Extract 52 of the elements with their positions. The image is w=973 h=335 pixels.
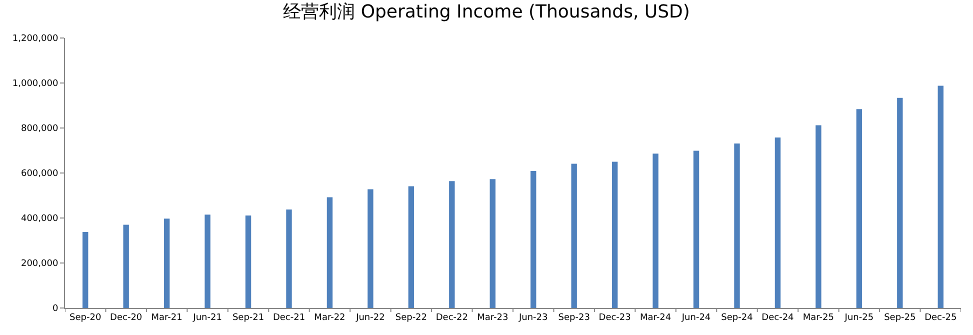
x-tick-label: Sep-20 (70, 312, 102, 323)
x-tick-label: Dec-22 (436, 312, 468, 323)
x-tick-label: Mar-25 (802, 312, 834, 323)
x-tick-label: Sep-24 (721, 312, 754, 323)
bar (82, 232, 88, 308)
bar (408, 186, 414, 308)
bar (816, 125, 822, 308)
y-tick-label: 400,000 (20, 214, 58, 224)
bar (245, 216, 252, 308)
x-tick-label: Jun-25 (844, 312, 874, 323)
bar (693, 150, 700, 308)
bar (123, 224, 129, 308)
x-tick-label: Dec-21 (272, 312, 306, 323)
x-tick-label: Sep-21 (232, 312, 264, 323)
bar (856, 109, 862, 308)
x-tick-label: Mar-22 (314, 312, 346, 323)
bar (571, 164, 577, 308)
bar (734, 144, 740, 308)
bar (490, 179, 496, 308)
x-tick-label: Mar-21 (151, 312, 182, 323)
bar (164, 218, 170, 308)
y-tick-label: 1,000,000 (12, 79, 58, 90)
x-tick-label: Dec-24 (762, 312, 794, 323)
x-tick-label: Sep-22 (395, 312, 428, 323)
x-tick-label: Sep-25 (884, 312, 916, 323)
bar (897, 98, 903, 308)
bar (652, 154, 658, 308)
bar (449, 181, 455, 308)
x-tick-label: Jun-22 (355, 312, 385, 323)
bar (774, 137, 781, 308)
bar (612, 162, 618, 308)
x-tick-label: Dec-20 (110, 312, 142, 323)
x-tick-label: Jun-23 (518, 312, 548, 323)
y-tick-label: 0 (52, 304, 58, 314)
x-tick-label: Dec-23 (598, 312, 631, 323)
bar (286, 209, 292, 308)
y-tick-label: 800,000 (20, 124, 58, 134)
x-tick-label: Mar-24 (640, 312, 672, 323)
y-tick-label: 1,200,000 (12, 34, 58, 44)
bar (204, 214, 210, 308)
x-tick-label: Sep-23 (558, 312, 590, 323)
bar (938, 86, 944, 308)
bar (326, 197, 333, 308)
bar (368, 189, 374, 308)
bar (530, 170, 536, 308)
x-tick-label: Dec-25 (924, 312, 957, 323)
x-tick-label: Jun-21 (192, 312, 222, 323)
y-tick-label: 200,000 (20, 259, 58, 270)
x-tick-label: Jun-24 (680, 312, 711, 323)
chart-title: 经营利润 Operating Income (Thousands, USD) (283, 2, 690, 23)
x-tick-label: Mar-23 (477, 312, 508, 323)
y-tick-label: 600,000 (20, 169, 58, 180)
